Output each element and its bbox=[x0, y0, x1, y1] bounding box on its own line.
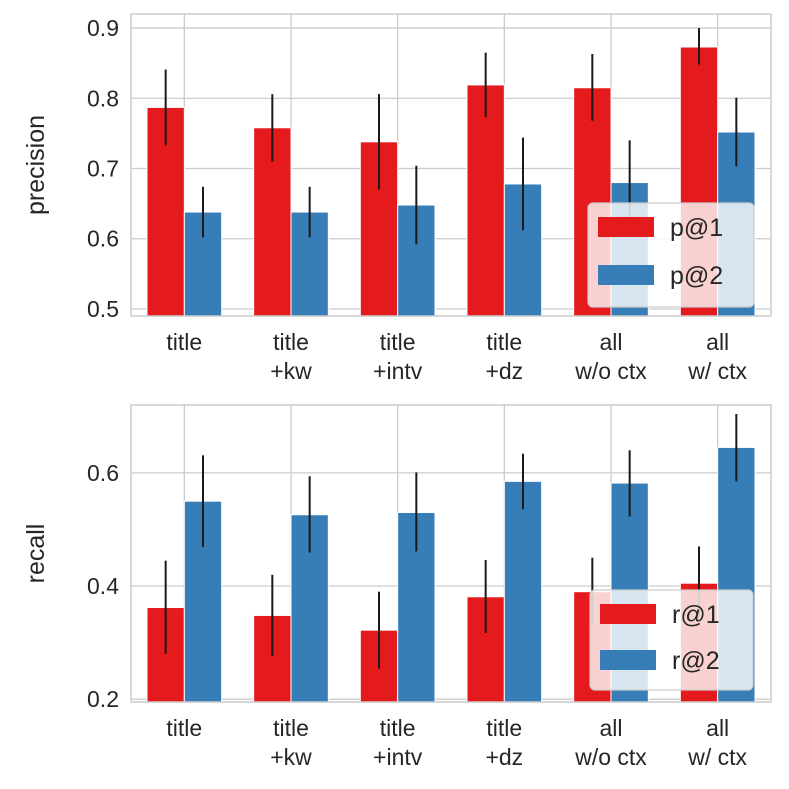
plot-frame bbox=[130, 13, 772, 317]
legend: r@1 r@2 bbox=[589, 589, 754, 691]
x-tick-label: title bbox=[380, 329, 416, 355]
y-tick-label: 0.7 bbox=[87, 156, 119, 182]
x-tick-label: +kw bbox=[270, 744, 312, 770]
x-tick-label: w/ ctx bbox=[687, 744, 747, 770]
y-axis-label: precision bbox=[22, 115, 50, 215]
x-tick-label: +intv bbox=[373, 744, 423, 770]
x-tick-label: all bbox=[706, 329, 729, 355]
x-tick-label: all bbox=[599, 329, 622, 355]
x-tick-label: w/o ctx bbox=[574, 744, 647, 770]
y-tick-label: 0.6 bbox=[87, 460, 119, 486]
y-tick-label: 0.4 bbox=[87, 573, 119, 599]
x-tick-label: +dz bbox=[485, 358, 523, 384]
x-tick-label: title bbox=[273, 329, 309, 355]
y-tick-label: 0.2 bbox=[87, 686, 119, 712]
x-tick-label: all bbox=[706, 715, 729, 741]
bar-p@1 bbox=[466, 84, 505, 317]
y-tick-label: 0.5 bbox=[87, 296, 119, 322]
x-tick-label: title bbox=[380, 715, 416, 741]
legend-swatch-p@2 bbox=[598, 265, 654, 285]
legend-swatch-p@1 bbox=[598, 217, 654, 237]
x-tick-label: title bbox=[486, 329, 522, 355]
x-tick-label: title bbox=[273, 715, 309, 741]
x-tick-label: +dz bbox=[485, 744, 523, 770]
x-tick-label: +kw bbox=[270, 358, 312, 384]
legend-label-r@2: r@2 bbox=[672, 647, 720, 675]
legend-swatch-r@2 bbox=[600, 650, 656, 670]
legend-swatch-r@1 bbox=[600, 604, 656, 624]
x-tick-label: w/o ctx bbox=[574, 358, 647, 384]
x-tick-label: title bbox=[166, 329, 202, 355]
plot-frame bbox=[130, 404, 772, 703]
panel-recall: 0.2 0.4 0.6 title title +kw title +intv title +dz… bbox=[22, 404, 772, 770]
bar-r@2 bbox=[503, 480, 543, 703]
y-tick-label: 0.6 bbox=[87, 226, 119, 252]
x-tick-label: title bbox=[486, 715, 522, 741]
y-axis-label: recall bbox=[22, 524, 50, 584]
legend-label-p@1: p@1 bbox=[670, 214, 723, 242]
y-tick-label: 0.9 bbox=[87, 15, 119, 41]
x-tick-label: +intv bbox=[373, 358, 423, 384]
x-tick-label: w/ ctx bbox=[687, 358, 747, 384]
x-tick-label: title bbox=[166, 715, 202, 741]
x-tick-label: all bbox=[599, 715, 622, 741]
panel-precision: 0.5 0.6 0.7 0.8 0.9 title title +kw title +intv ti… bbox=[22, 13, 772, 384]
legend: p@1 p@2 bbox=[587, 202, 755, 308]
legend-label-r@1: r@1 bbox=[672, 601, 720, 629]
y-tick-label: 0.8 bbox=[87, 85, 119, 111]
legend-label-p@2: p@2 bbox=[670, 262, 723, 290]
